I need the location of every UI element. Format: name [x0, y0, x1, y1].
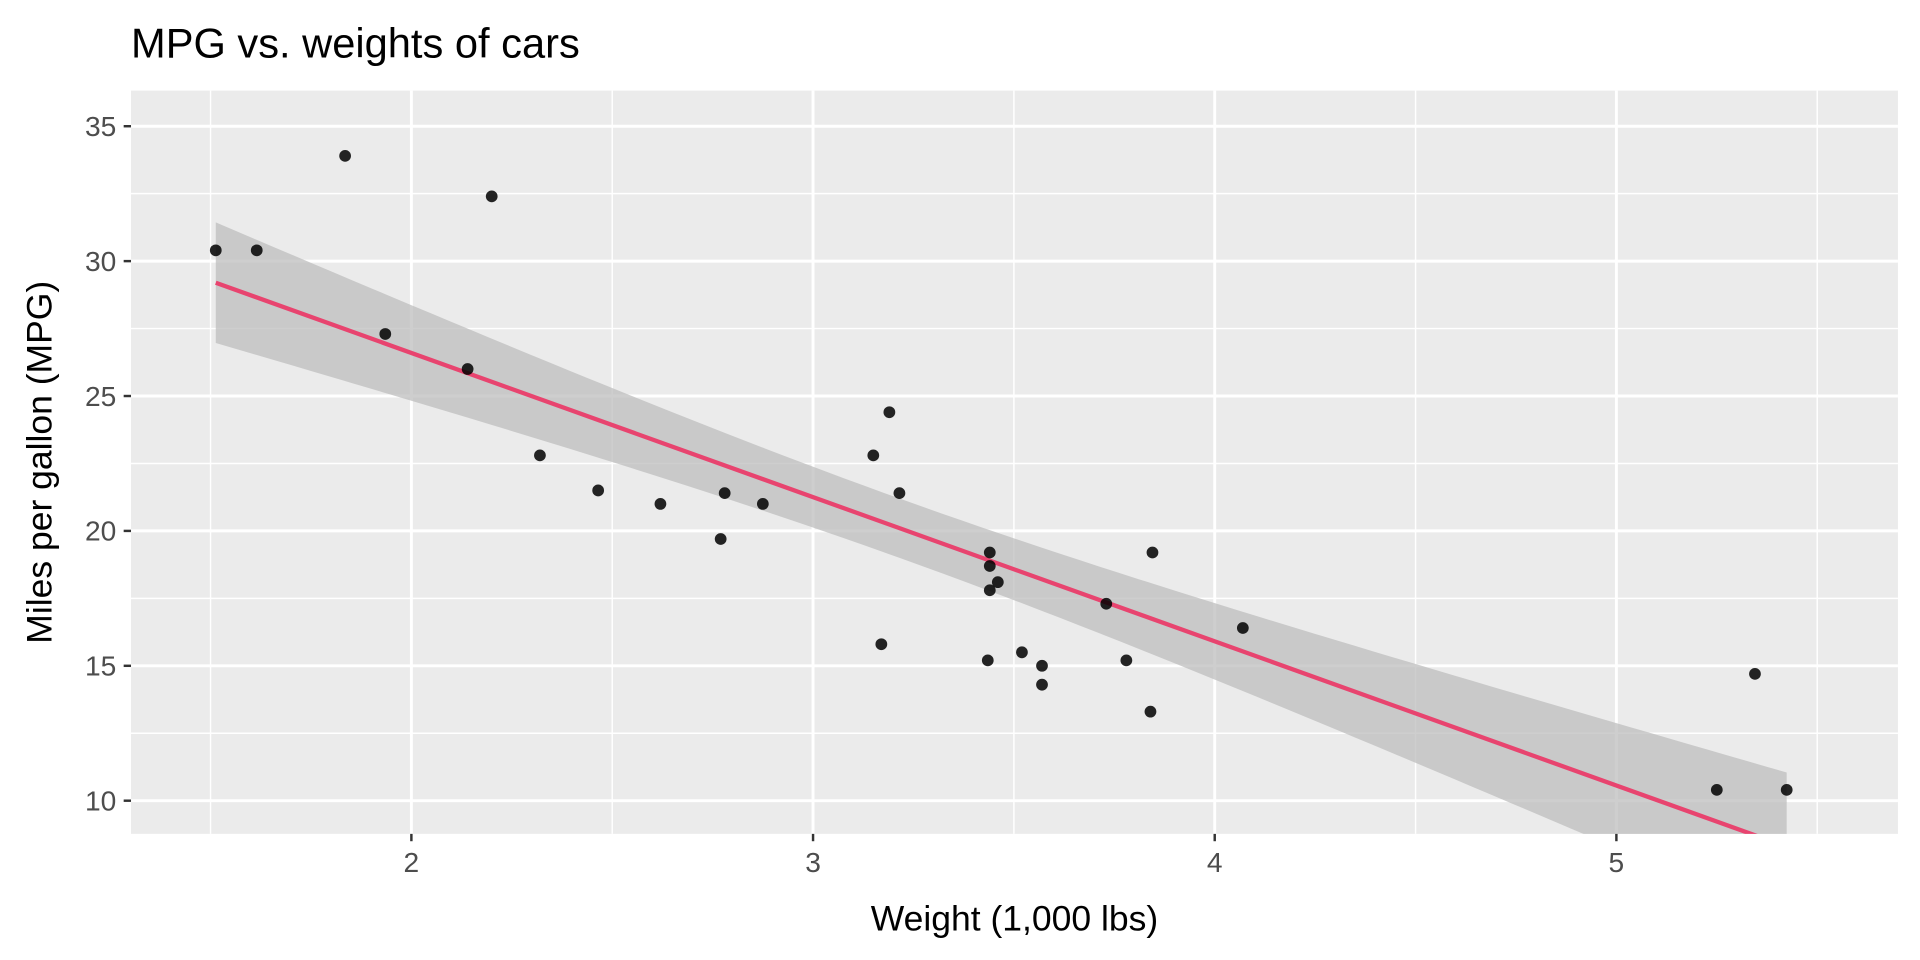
data-point [756, 498, 769, 510]
data-point [1780, 784, 1793, 796]
data-point [893, 487, 906, 500]
data-point [1016, 646, 1028, 659]
data-point [983, 584, 996, 597]
data-point [1710, 784, 1723, 796]
data-point [1120, 654, 1133, 667]
data-point [1036, 678, 1048, 691]
data-point [1100, 597, 1113, 610]
data-point [991, 576, 1004, 589]
x-tick-label: 2 [404, 847, 420, 878]
data-point [883, 406, 896, 419]
data-point [983, 560, 996, 572]
data-point [485, 190, 498, 203]
x-tick-label: 4 [1207, 847, 1223, 878]
y-tick-label: 15 [85, 651, 116, 682]
data-point [250, 244, 263, 257]
y-tick-label: 35 [85, 111, 116, 142]
data-points [209, 150, 1793, 796]
y-tick-label: 10 [85, 785, 116, 816]
regression-line [215, 280, 1758, 834]
data-point [718, 487, 731, 500]
data-point [1036, 659, 1048, 672]
y-tick-label: 25 [85, 381, 116, 412]
data-point [981, 654, 994, 667]
data-point [654, 498, 667, 510]
data-point [983, 546, 996, 559]
data-point [1236, 622, 1249, 634]
data-point [1144, 705, 1157, 718]
data-point [592, 484, 605, 497]
axes: 2 3 4 5 10 15 20 25 30 35 [85, 111, 1624, 878]
data-point [714, 533, 727, 545]
data-point [1146, 546, 1159, 559]
x-tick-label: 5 [1609, 847, 1625, 878]
confidence-band [215, 222, 1787, 834]
data-point [379, 328, 392, 340]
x-tick-label: 3 [805, 847, 821, 878]
data-point [209, 244, 222, 257]
y-tick-label: 20 [85, 516, 116, 547]
data-point [867, 449, 880, 462]
y-tick-label: 30 [85, 246, 116, 277]
data-point [339, 150, 351, 162]
x-axis-label: Weight (1,000 lbs) [871, 899, 1158, 939]
data-point [1749, 668, 1761, 680]
data-point [461, 363, 474, 375]
y-axis-label: Miles per gallon (MPG) [19, 281, 59, 644]
data-point [875, 638, 888, 651]
chart-title: MPG vs. weights of cars [131, 20, 580, 67]
data-point [534, 449, 546, 462]
